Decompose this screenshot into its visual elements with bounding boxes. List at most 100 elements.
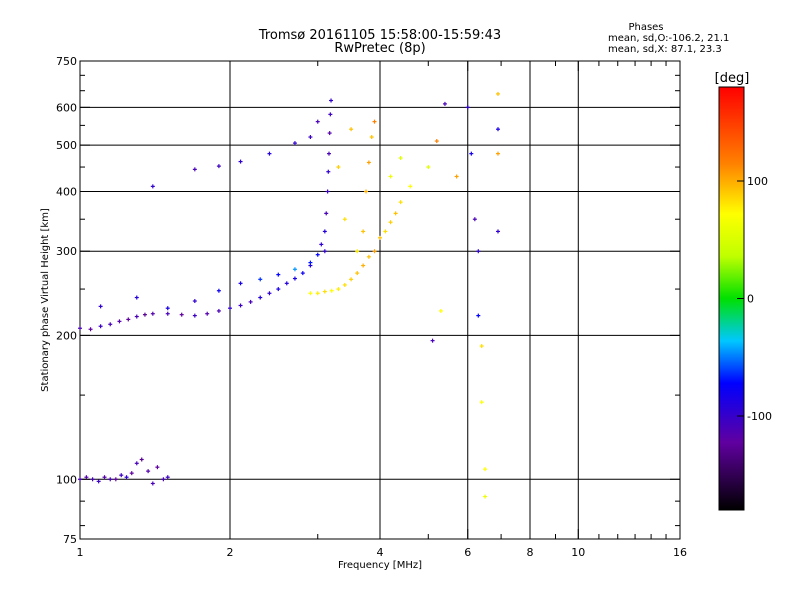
data-point	[292, 141, 297, 146]
data-point	[192, 167, 197, 172]
data-point	[383, 229, 388, 234]
data-point	[150, 481, 155, 486]
data-point	[342, 282, 347, 287]
data-point	[113, 477, 118, 482]
data-point	[216, 164, 221, 169]
x-tick-label: 1	[77, 546, 84, 559]
data-point	[430, 338, 435, 343]
data-point	[336, 287, 341, 292]
data-point	[355, 271, 360, 276]
data-point	[267, 291, 272, 296]
data-point	[192, 313, 197, 318]
stats-heading: Phases	[628, 22, 663, 33]
data-point	[479, 400, 484, 405]
data-point	[267, 151, 272, 156]
data-point	[325, 189, 330, 194]
y-tick-label: 600	[56, 101, 77, 114]
data-point	[238, 303, 243, 308]
data-points	[78, 91, 500, 499]
data-point	[495, 91, 500, 96]
data-point	[361, 263, 366, 268]
data-point	[472, 217, 477, 222]
data-point	[117, 319, 122, 324]
data-point	[442, 101, 447, 106]
data-point	[465, 105, 470, 110]
data-point	[426, 165, 431, 170]
x-tick-label: 8	[527, 546, 534, 559]
y-tick-label: 300	[56, 245, 77, 258]
data-point	[495, 151, 500, 156]
data-point	[88, 327, 93, 332]
data-point	[134, 295, 139, 300]
data-point	[238, 281, 243, 286]
data-point	[165, 306, 170, 311]
y-tick-label: 100	[56, 473, 77, 486]
data-point	[78, 326, 82, 331]
data-point	[150, 311, 155, 316]
data-point	[284, 281, 289, 286]
data-point	[398, 156, 403, 161]
data-point	[328, 112, 333, 117]
data-point	[398, 200, 403, 205]
colorbar-tick-label: -100	[747, 410, 772, 423]
data-point	[228, 306, 232, 311]
data-point	[98, 304, 103, 309]
data-point	[355, 249, 360, 254]
data-point	[300, 271, 305, 276]
data-point	[276, 272, 281, 277]
grid-lines	[80, 61, 680, 539]
data-point	[364, 189, 369, 194]
data-point	[165, 311, 170, 316]
data-point	[336, 165, 341, 170]
data-point	[90, 477, 95, 482]
data-point	[102, 475, 107, 480]
stats-line-o: mean, sd,O:-106.2, 21.1	[608, 33, 729, 44]
y-tick-label: 750	[56, 55, 77, 68]
data-point	[327, 131, 332, 136]
data-point	[322, 249, 327, 254]
colorbar-tick-label: 0	[747, 293, 754, 306]
data-point	[205, 311, 210, 316]
x-tick-label: 4	[377, 546, 384, 559]
x-tick-label: 10	[571, 546, 585, 559]
data-point	[108, 477, 113, 482]
data-point	[408, 184, 413, 189]
data-point	[126, 317, 131, 322]
data-point	[315, 119, 320, 124]
data-point	[124, 475, 129, 480]
data-point	[139, 457, 144, 462]
data-point	[361, 229, 366, 234]
data-point	[134, 314, 139, 319]
data-point	[326, 169, 331, 174]
data-point	[434, 139, 439, 144]
data-point	[438, 308, 443, 313]
data-point	[248, 299, 253, 304]
chart-title: Tromsø 20161105 15:58:00-15:59:43	[258, 28, 501, 43]
x-tick-label: 6	[464, 546, 471, 559]
stats-line-x: mean, sd,X: 87.1, 23.3	[608, 44, 722, 55]
data-point	[315, 252, 320, 257]
data-point	[134, 461, 139, 466]
data-point	[308, 260, 313, 265]
data-point	[366, 254, 371, 259]
data-point	[192, 299, 197, 304]
data-point	[308, 135, 313, 140]
data-point	[329, 98, 334, 103]
data-point	[276, 287, 281, 292]
data-point	[393, 211, 398, 216]
data-point	[322, 229, 327, 234]
y-axis-label: Stationary phase Virtual Height [km]	[40, 208, 51, 392]
x-axis-ticks: 1 2 4 6 8 10 16	[77, 61, 687, 559]
colorbar-tick-label: 100	[747, 175, 768, 188]
y-axis-ticks: 75 100 200 300 400 500 600 750	[56, 55, 680, 546]
y-tick-label: 400	[56, 185, 77, 198]
data-point	[469, 151, 474, 156]
data-point	[146, 469, 151, 474]
data-point	[388, 174, 393, 179]
y-tick-label: 500	[56, 139, 77, 152]
data-point	[216, 308, 221, 313]
data-point	[476, 249, 481, 254]
data-point	[322, 289, 327, 294]
data-point	[319, 242, 324, 247]
